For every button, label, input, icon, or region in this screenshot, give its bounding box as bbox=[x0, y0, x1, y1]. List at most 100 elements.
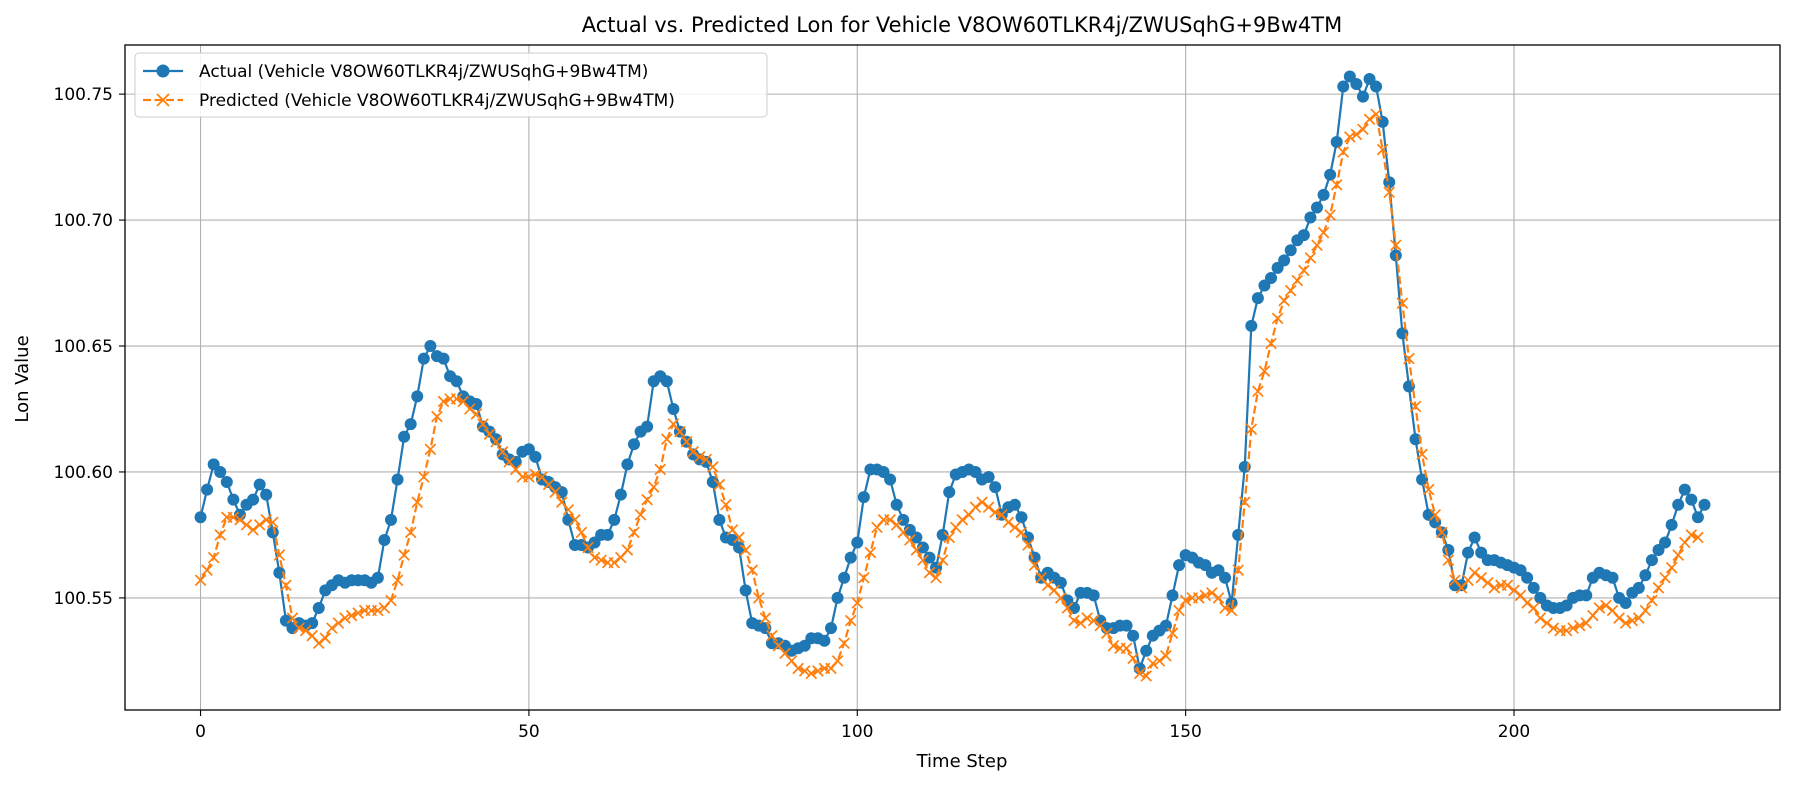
data-point bbox=[417, 352, 430, 365]
data-point bbox=[1061, 602, 1074, 614]
y-tick-label: 100.55 bbox=[54, 589, 113, 609]
data-point bbox=[916, 541, 929, 554]
data-point bbox=[1416, 473, 1429, 486]
series-actual bbox=[194, 70, 1711, 675]
data-point bbox=[1238, 496, 1251, 508]
data-point bbox=[1127, 629, 1140, 642]
data-point bbox=[1232, 564, 1244, 577]
data-point bbox=[825, 622, 837, 635]
data-point bbox=[1173, 604, 1185, 617]
series-predicted bbox=[194, 108, 1704, 682]
data-point bbox=[831, 591, 844, 604]
data-point bbox=[273, 566, 286, 579]
data-point bbox=[1672, 549, 1685, 561]
data-point bbox=[1409, 400, 1422, 413]
data-point bbox=[851, 597, 864, 609]
data-point bbox=[667, 402, 680, 415]
data-point bbox=[1002, 516, 1015, 529]
data-point bbox=[1311, 239, 1323, 252]
data-point bbox=[838, 637, 850, 650]
data-point bbox=[851, 536, 864, 549]
data-point bbox=[1560, 624, 1573, 637]
data-point bbox=[1593, 602, 1606, 614]
data-point bbox=[884, 473, 897, 486]
data-point bbox=[1639, 604, 1652, 617]
data-point bbox=[1324, 209, 1336, 221]
data-point bbox=[647, 481, 660, 493]
data-point bbox=[1363, 113, 1376, 126]
data-point bbox=[1041, 579, 1054, 592]
data-point bbox=[1475, 571, 1487, 584]
data-point bbox=[411, 496, 424, 508]
data-point bbox=[674, 425, 686, 438]
data-point bbox=[1265, 272, 1278, 284]
data-point bbox=[529, 450, 542, 463]
data-point bbox=[1527, 581, 1540, 594]
data-point bbox=[844, 551, 857, 564]
data-point bbox=[693, 451, 706, 463]
data-point bbox=[1008, 498, 1021, 511]
data-point bbox=[1659, 536, 1672, 549]
data-point bbox=[431, 410, 443, 423]
data-point bbox=[1252, 385, 1264, 398]
data-point bbox=[1613, 612, 1625, 624]
data-point bbox=[293, 622, 305, 634]
data-point bbox=[1087, 614, 1100, 627]
legend-predicted-label: Predicted (Vehicle V8OW60TLKR4j/ZWUSqhG+… bbox=[199, 91, 675, 111]
x-tick-label: 0 bbox=[195, 722, 206, 742]
data-point bbox=[1442, 544, 1455, 557]
data-point bbox=[569, 514, 581, 526]
data-point bbox=[805, 667, 818, 680]
data-point bbox=[404, 418, 417, 431]
data-point bbox=[1659, 571, 1671, 584]
data-point bbox=[661, 433, 673, 446]
data-point bbox=[752, 592, 765, 604]
data-point bbox=[247, 524, 259, 536]
data-point bbox=[214, 529, 227, 541]
data-point bbox=[1284, 244, 1297, 257]
data-point bbox=[917, 554, 929, 566]
data-point bbox=[194, 511, 207, 524]
data-point bbox=[739, 544, 752, 556]
data-point bbox=[523, 471, 535, 483]
data-point bbox=[1527, 602, 1540, 614]
data-point bbox=[792, 662, 804, 675]
data-point bbox=[733, 541, 746, 554]
data-point bbox=[1245, 423, 1258, 435]
data-point bbox=[371, 571, 384, 584]
data-point bbox=[1541, 617, 1553, 629]
data-point bbox=[1022, 539, 1034, 551]
data-point bbox=[1087, 589, 1100, 602]
data-point bbox=[1685, 493, 1698, 506]
data-point bbox=[1015, 511, 1028, 524]
data-point bbox=[1166, 627, 1179, 639]
data-point bbox=[194, 574, 207, 587]
data-point bbox=[1120, 619, 1133, 632]
data-point bbox=[1212, 592, 1225, 604]
data-point bbox=[1521, 597, 1533, 609]
data-point bbox=[240, 519, 253, 531]
data-point bbox=[844, 614, 857, 627]
data-point bbox=[1337, 146, 1350, 158]
data-point bbox=[562, 503, 575, 516]
data-point bbox=[1573, 619, 1586, 632]
data-point bbox=[391, 574, 404, 587]
data-point bbox=[286, 612, 299, 624]
data-point bbox=[1672, 498, 1685, 511]
data-point bbox=[299, 624, 312, 637]
data-point bbox=[1317, 226, 1330, 239]
data-point bbox=[1028, 559, 1041, 571]
y-axis-label: Lon Value bbox=[12, 335, 33, 422]
data-point bbox=[1337, 80, 1350, 93]
data-point bbox=[384, 513, 397, 526]
data-point bbox=[1356, 90, 1369, 103]
data-point bbox=[450, 375, 463, 388]
data-point bbox=[1534, 612, 1547, 624]
data-point bbox=[220, 476, 233, 489]
data-point bbox=[641, 420, 654, 433]
data-point bbox=[884, 514, 896, 526]
data-point bbox=[1251, 292, 1264, 305]
data-point bbox=[798, 665, 811, 677]
data-point bbox=[1344, 131, 1356, 143]
